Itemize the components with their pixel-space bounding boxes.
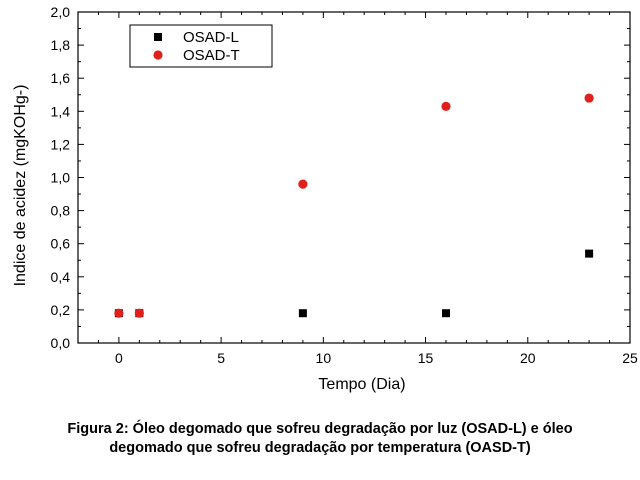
legend-box [129,24,273,68]
y-tick-label: 1,4 [51,103,71,119]
data-marks-group [114,93,594,318]
y-tick-label: 0,2 [51,302,71,318]
osad-t-point [134,308,144,318]
x-tick-label: 20 [520,350,536,366]
chart: 0 5 10 15 20 25 0,0 0,2 0,4 0,6 0,8 1,0 1,2 1,4 1,6 1,8… [12,4,638,393]
osad-t-point [584,93,594,103]
x-tick-label: 5 [217,350,225,366]
x-axis-title: Tempo (Dia) [318,376,405,393]
caption-line-1: Figura 2: Óleo degomado que sofreu degra… [67,421,573,437]
legend-square-icon [154,33,162,41]
y-tick-label: 0,6 [51,236,71,252]
y-axis-title: Indice de acidez (mgKOHg-) [12,85,29,287]
x-tick-label: 10 [316,350,332,366]
x-tick-label: 15 [418,350,434,366]
osad-t-point [298,179,308,189]
y-tick-label: 1,0 [51,170,71,186]
y-tick-label: 2,0 [51,4,71,20]
osad-l-point [442,309,450,318]
legend-label: OSAD-T [183,47,240,64]
caption-line-2: degomado que sofreu degradação por tempe… [109,440,531,456]
x-tick-label: 0 [115,350,123,366]
axes-group: 0 5 10 15 20 25 0,0 0,2 0,4 0,6 0,8 1,0 1,2 1,4 1,6 1,8… [51,4,638,366]
y-tick-label: 1,8 [51,37,71,53]
osad-l-point [585,249,594,258]
osad-l-point [298,309,307,318]
y-tick-label: 1,2 [51,136,71,152]
y-tick-label: 1,6 [51,70,71,86]
y-tick-label: 0,4 [51,269,71,285]
y-tick-label: 0,8 [51,203,71,219]
legend-circle-icon [153,50,163,60]
x-tick-label: 25 [622,350,638,366]
osad-t-point [114,308,124,318]
figure-caption: Figura 2: Óleo degomado que sofreu degra… [0,420,640,458]
osad-t-point [441,101,451,111]
y-tick-label: 0,0 [51,335,71,351]
legend-label: OSAD-L [183,29,239,46]
